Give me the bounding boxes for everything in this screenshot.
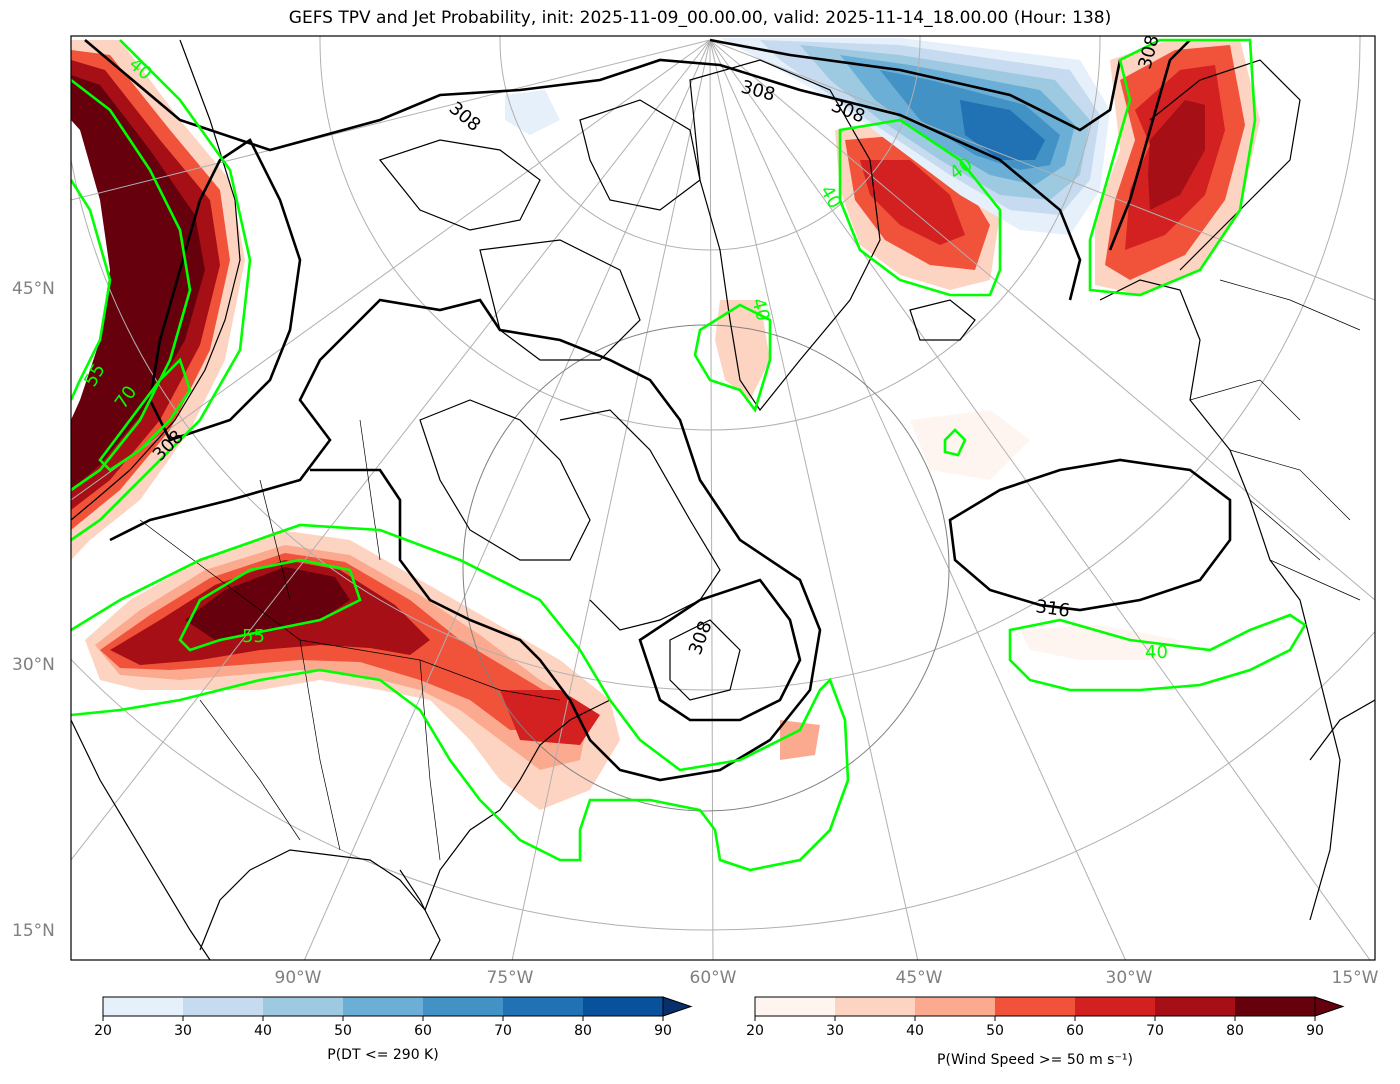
colorbar-tick-label: 40	[906, 1023, 924, 1039]
colorbar-tick-label: 70	[1146, 1023, 1164, 1039]
colorbar-swatch	[103, 997, 184, 1016]
colorbar-tick-label: 80	[1226, 1023, 1244, 1039]
jet-probability-fill	[71, 40, 1260, 810]
tpv-colorbar: 20 30 40 50 60 70 80 90	[94, 996, 693, 1039]
lon-label: 75°W	[487, 968, 534, 988]
colorbar-tick-label: 30	[174, 1023, 192, 1039]
colorbar-tick-label: 50	[986, 1023, 1004, 1039]
coastlines	[71, 39, 1375, 960]
lon-label: 90°W	[275, 968, 322, 988]
colorbar-tick-label: 70	[494, 1023, 512, 1039]
colorbar-tick-label: 30	[826, 1023, 844, 1039]
colorbar-tick-label: 80	[574, 1023, 592, 1039]
wind-label: 40	[1145, 642, 1168, 663]
tpv-colorbar-label: P(DT <= 290 K)	[327, 1047, 439, 1063]
lat-label: 30°N	[12, 655, 55, 675]
colorbar-tick-label: 20	[746, 1023, 764, 1039]
latitude-labels: 45°N 30°N 15°N	[12, 279, 55, 941]
map-panel: 308 308 308 308 308 308 316 40 40 40 55 …	[71, 36, 1375, 960]
colorbar-tick-label: 20	[94, 1023, 112, 1039]
lat-label: 45°N	[12, 279, 55, 299]
lon-label: 30°W	[1106, 968, 1153, 988]
colorbar-tick-label: 50	[334, 1023, 352, 1039]
political-boundaries	[139, 279, 1361, 861]
colorbar-swatch	[1155, 997, 1236, 1016]
lon-label: 45°W	[896, 968, 943, 988]
jet-colorbar: 20 30 40 50 60 70 80 90	[746, 996, 1345, 1039]
jet-colorbar-label: P(Wind Speed >= 50 m s⁻¹)	[937, 1052, 1133, 1068]
theta-label: 316	[1034, 596, 1071, 622]
colorbar-swatch	[423, 997, 504, 1016]
colorbar-swatch	[583, 997, 664, 1016]
wind-label: 55	[242, 626, 265, 647]
colorbar-extend-arrow	[1314, 996, 1345, 1017]
colorbar-frame	[754, 996, 1316, 1017]
colorbar-tick-label: 60	[1066, 1023, 1084, 1039]
wind-speed-contours	[71, 38, 1307, 872]
colorbar-swatch	[343, 997, 424, 1016]
colorbar-frame	[102, 996, 664, 1017]
graticule	[71, 36, 1375, 960]
figure-title: GEFS TPV and Jet Probability, init: 2025…	[288, 8, 1112, 28]
colorbar-tick-label: 40	[254, 1023, 272, 1039]
colorbar-tick-label: 90	[1306, 1023, 1324, 1039]
map-frame	[70, 35, 1376, 961]
colorbar-swatch	[183, 997, 264, 1016]
lon-label: 15°W	[1332, 968, 1379, 988]
colorbar-swatch	[995, 997, 1076, 1016]
colorbar-swatch	[1235, 997, 1316, 1016]
colorbar-swatch	[915, 997, 996, 1016]
colorbar-swatch	[1075, 997, 1156, 1016]
colorbar-swatch	[835, 997, 916, 1016]
lat-label: 15°N	[12, 921, 55, 941]
colorbar-swatch	[755, 997, 836, 1016]
colorbar-swatch	[263, 997, 344, 1016]
colorbar-extend-arrow	[662, 996, 693, 1017]
colorbar-swatch	[503, 997, 584, 1016]
colorbar-tick-label: 60	[414, 1023, 432, 1039]
colorbar-tick-label: 90	[654, 1023, 672, 1039]
theta-contours	[84, 38, 1232, 782]
lon-label: 60°W	[690, 968, 737, 988]
longitude-labels: 90°W 75°W 60°W 45°W 30°W 15°W	[275, 968, 1379, 988]
